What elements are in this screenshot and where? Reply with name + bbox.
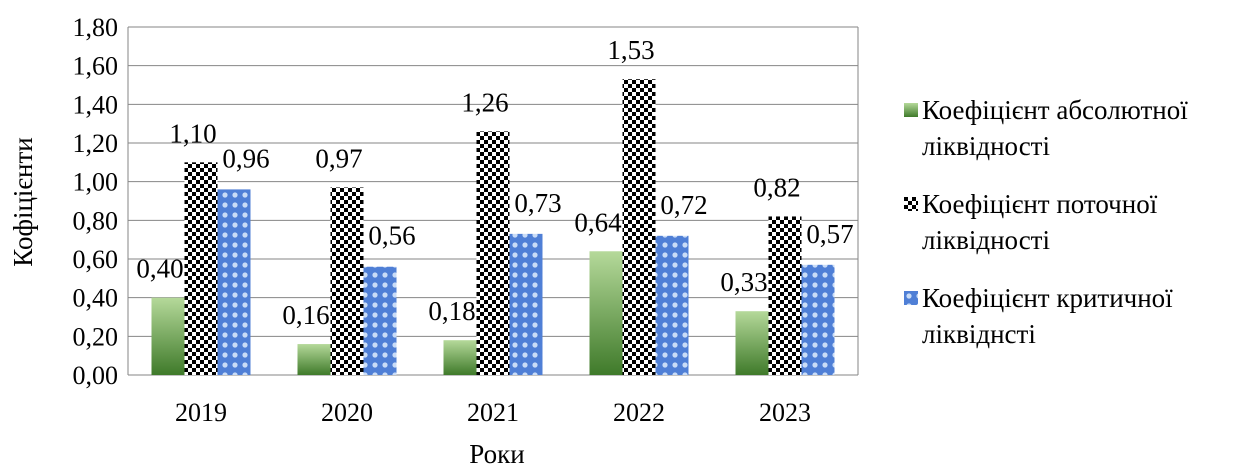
bar-2021-series-1 — [443, 340, 477, 375]
data-label: 0,57 — [806, 219, 853, 249]
data-label: 0,56 — [368, 221, 415, 251]
y-tick-label: 1,60 — [73, 52, 119, 81]
bar-2019-series-1 — [151, 297, 185, 375]
x-tick-label: 2022 — [613, 398, 665, 427]
y-tick-label: 0,80 — [73, 206, 119, 235]
data-label: 0,33 — [720, 267, 767, 297]
legend-label-line1: Коефіцієнт критичної — [922, 283, 1173, 313]
data-label: 1,53 — [607, 35, 654, 65]
y-tick-label: 1,80 — [73, 13, 119, 42]
legend-item-absolute: Коефіцієнт абсолютної ліквідності — [900, 92, 1240, 164]
y-tick-label: 1,00 — [73, 168, 119, 197]
bar-2019-series-2 — [184, 162, 218, 375]
legend-label-line2: ліквідності — [922, 225, 1050, 255]
bar-2020-series-3 — [363, 266, 397, 375]
legend-swatch-absolute — [904, 103, 918, 117]
legend-item-critical: Коефіцієнт критичної ліквіднсті — [900, 280, 1240, 352]
bar-2020-series-1 — [297, 344, 331, 375]
x-tick-label: 2021 — [467, 398, 519, 427]
bars — [151, 79, 835, 375]
bar-2022-series-2 — [622, 79, 656, 375]
data-label: 0,96 — [222, 143, 269, 173]
x-tick-label: 2019 — [175, 398, 227, 427]
legend-item-current: Коефіцієнт поточної ліквідності — [900, 186, 1240, 258]
x-tick-label: 2020 — [321, 398, 373, 427]
y-axis-title: Кофіцієнти — [8, 137, 38, 266]
data-label: 0,16 — [282, 300, 329, 330]
y-tick-label: 0,20 — [73, 322, 119, 351]
legend-label-line1: Коефіцієнт поточної — [922, 189, 1158, 219]
axes: 0,00 0,20 0,40 0,60 0,80 1,00 1,20 1,40 1,60 1,80… — [73, 13, 859, 427]
bar-2023-series-3 — [801, 264, 835, 375]
y-tick-label: 0,00 — [73, 361, 119, 390]
data-label: 0,97 — [315, 143, 362, 173]
legend-swatch-critical — [904, 291, 918, 305]
y-tick-label: 1,20 — [73, 129, 119, 158]
data-label: 0,82 — [753, 172, 800, 202]
bar-2022-series-3 — [655, 235, 689, 375]
y-tick-label: 0,40 — [73, 284, 119, 313]
legend-label-line2: ліквіднсті — [922, 319, 1036, 349]
legend-label-line1: Коефіцієнт абсолютної — [922, 95, 1188, 125]
bar-2021-series-3 — [509, 233, 543, 375]
bar-2020-series-2 — [330, 187, 364, 375]
data-label: 1,10 — [169, 118, 216, 148]
data-label: 0,72 — [660, 190, 707, 220]
x-axis-title: Роки — [469, 439, 524, 468]
bar-2022-series-1 — [589, 251, 623, 375]
y-tick-label: 0,60 — [73, 245, 119, 274]
data-label: 1,26 — [461, 87, 508, 117]
bar-2023-series-2 — [768, 216, 802, 375]
data-labels: 0,40 1,100,96 0,16 0,97 0,56 0,18 1,26 0,73 0,64… — [136, 35, 853, 330]
legend-swatch-current — [904, 197, 918, 211]
data-label: 0,73 — [514, 188, 561, 218]
bar-2021-series-2 — [476, 131, 510, 375]
legend: Коефіцієнт абсолютної ліквідності Коефіц… — [900, 92, 1240, 374]
bar-2023-series-1 — [735, 311, 769, 375]
x-tick-label: 2023 — [759, 398, 811, 427]
y-tick-label: 1,40 — [73, 90, 119, 119]
data-label: 0,40 — [136, 254, 183, 284]
data-label: 0,18 — [428, 296, 475, 326]
bar-2019-series-3 — [217, 189, 251, 375]
data-label: 0,64 — [574, 207, 622, 237]
legend-label-line2: ліквідності — [922, 131, 1050, 161]
